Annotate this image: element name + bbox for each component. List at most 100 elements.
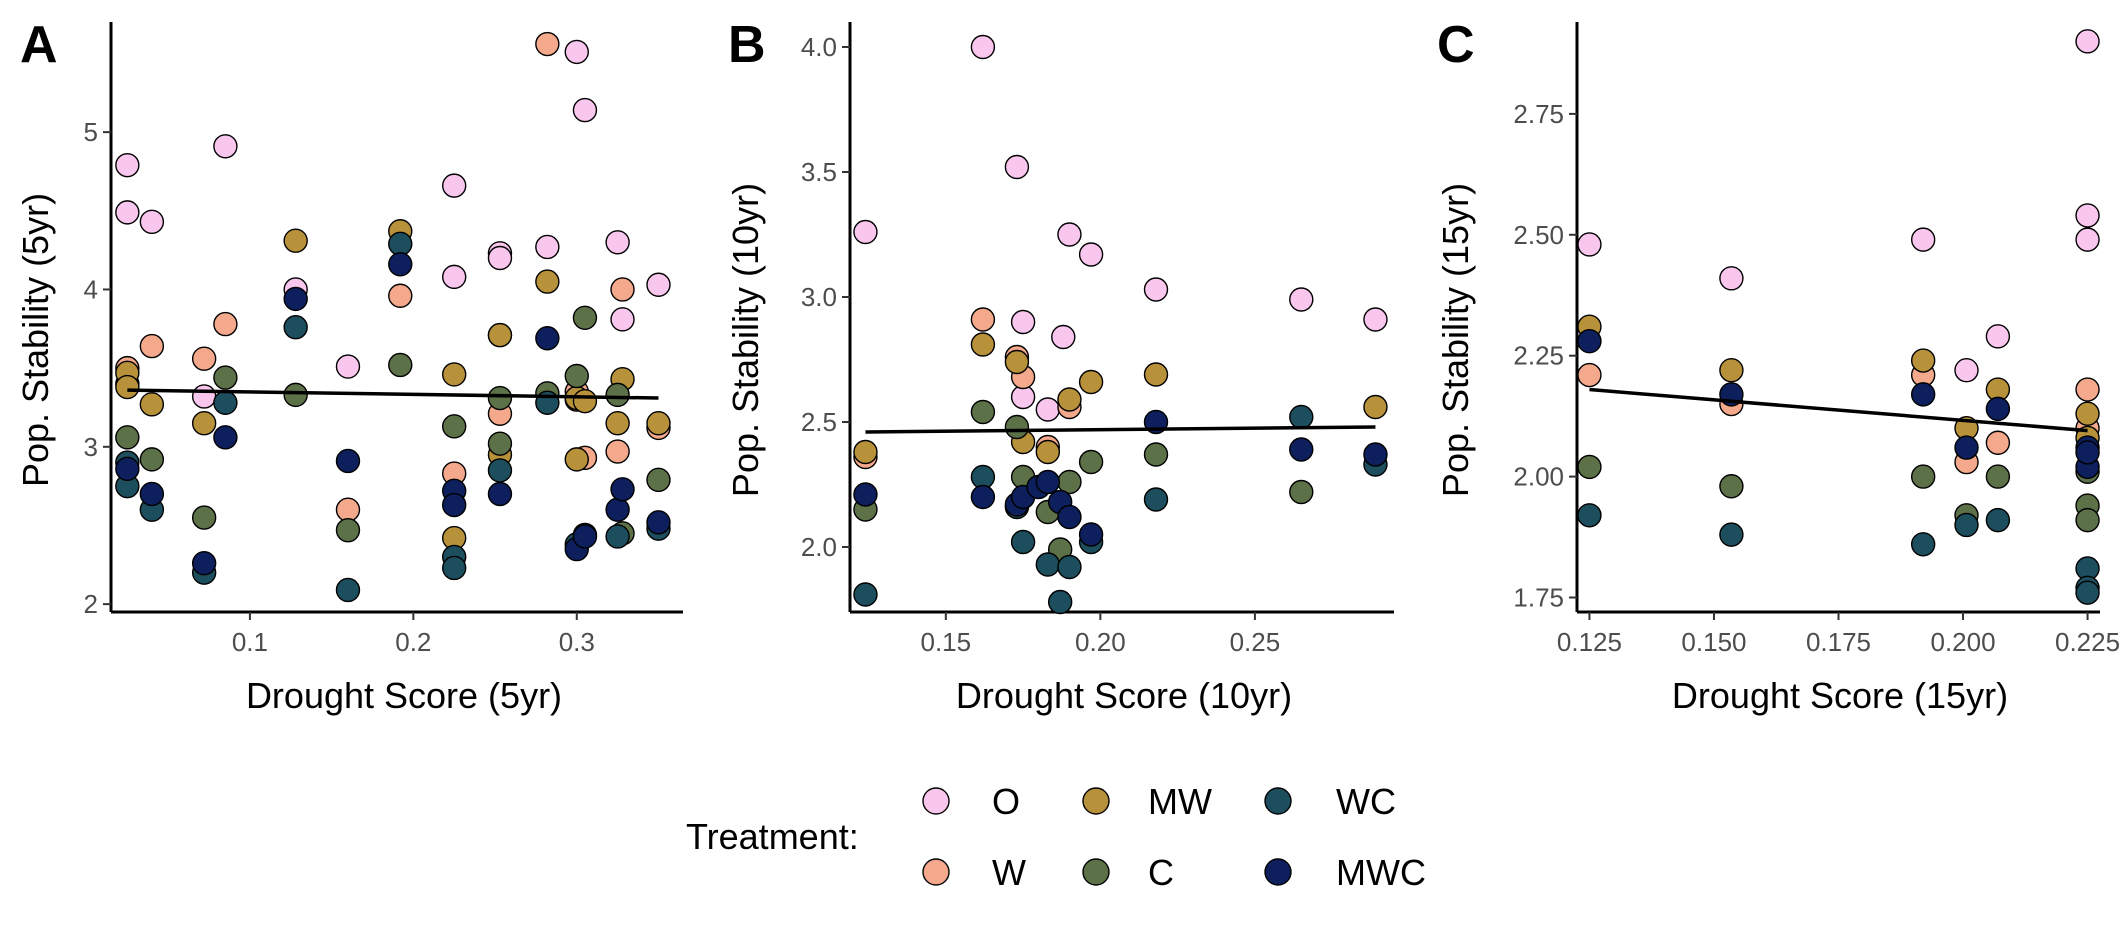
y-tick-label-c: 2.25 — [1513, 341, 1564, 371]
series-c-a — [115, 305, 671, 546]
data-point — [1577, 454, 1602, 480]
data-point — [442, 555, 467, 581]
data-point — [535, 31, 560, 57]
legend-item-mwc: MWC — [1264, 852, 1426, 893]
data-point — [572, 388, 598, 414]
x-tick-label-c: 0.125 — [1557, 627, 1622, 657]
y-axis-title-b: Pop. Stability (10yr) — [725, 183, 766, 497]
data-point — [1143, 442, 1169, 467]
panel-c: C Pop. Stability (15yr) Drought Score (1… — [1435, 16, 2120, 716]
data-point — [442, 362, 467, 387]
data-point — [487, 322, 513, 348]
data-point — [191, 551, 217, 576]
data-point — [388, 231, 413, 257]
data-point — [115, 200, 140, 225]
x-tick-label-c: 0.200 — [1930, 627, 1995, 657]
data-point — [853, 482, 878, 507]
y-tick-label-c: 2.50 — [1513, 220, 1564, 250]
data-point — [1577, 232, 1602, 257]
data-point — [970, 399, 996, 425]
data-point — [1143, 362, 1169, 387]
data-point — [1057, 222, 1082, 247]
data-point — [115, 152, 140, 178]
data-point — [970, 332, 996, 357]
data-point — [572, 305, 598, 330]
data-point — [213, 134, 238, 159]
data-point — [1719, 266, 1744, 291]
data-point — [1985, 396, 2011, 422]
data-point — [1577, 503, 1602, 528]
data-point — [1035, 439, 1061, 465]
data-point — [2075, 507, 2100, 533]
x-tick-label-a: 0.2 — [395, 627, 431, 657]
data-point — [1954, 435, 1979, 460]
data-point — [605, 382, 630, 408]
series-mwc-b — [853, 409, 1388, 547]
data-point — [1051, 324, 1076, 350]
data-point — [572, 524, 598, 549]
data-point — [487, 481, 513, 507]
x-axis-title-a: Drought Score (5yr) — [246, 675, 562, 716]
data-point — [442, 264, 467, 290]
data-point — [610, 277, 635, 302]
data-point — [487, 458, 513, 483]
y-tick-label-b: 3.5 — [801, 157, 837, 187]
legend-item-wc: WC — [1264, 781, 1396, 822]
x-tick-label-b: 0.20 — [1075, 627, 1126, 657]
data-point — [442, 492, 467, 518]
x-tick-label-a: 0.3 — [559, 627, 595, 657]
data-point — [1363, 307, 1388, 332]
legend-key-o — [922, 787, 950, 815]
y-tick-label-b: 3.0 — [801, 282, 837, 312]
data-point — [139, 392, 165, 417]
data-point — [970, 34, 996, 60]
data-point — [1985, 430, 2011, 455]
data-point — [1954, 512, 1979, 538]
data-point — [1577, 328, 1602, 354]
data-point — [1035, 552, 1061, 577]
data-point — [605, 497, 630, 522]
data-point — [1004, 154, 1030, 180]
legend-key-mw — [1082, 787, 1110, 815]
data-point — [335, 354, 361, 379]
x-axis-title-c: Drought Score (15yr) — [1672, 675, 2008, 716]
series-mwc-c — [1577, 328, 2100, 480]
panel-b: B Pop. Stability (10yr) Drought Score (1… — [725, 16, 1394, 716]
data-point — [487, 245, 513, 271]
series-mw-b — [853, 332, 1388, 465]
data-point — [1910, 382, 1936, 407]
legend-label-o: O — [992, 781, 1020, 822]
data-point — [535, 326, 560, 351]
data-point — [442, 173, 467, 198]
legend-label-mwc: MWC — [1336, 852, 1426, 893]
data-point — [2075, 227, 2100, 252]
data-point — [1910, 464, 1936, 489]
series-c-c — [1577, 454, 2100, 533]
data-point — [1078, 369, 1104, 395]
data-point — [1289, 479, 1314, 505]
data-point — [487, 431, 513, 456]
data-point — [1910, 348, 1936, 373]
data-point — [139, 481, 165, 507]
data-point — [283, 315, 308, 340]
legend-item-mw: MW — [1082, 781, 1212, 822]
legend-key-mwc — [1264, 858, 1292, 886]
panel-letter-a: A — [20, 16, 58, 74]
data-point — [191, 411, 217, 436]
y-tick-label-a: 5 — [84, 117, 98, 147]
series-mw-c — [1577, 314, 2100, 451]
data-point — [1010, 309, 1036, 335]
trend-line-b — [865, 425, 1376, 434]
data-point — [335, 577, 361, 603]
data-point — [1910, 227, 1936, 252]
data-point — [1719, 357, 1744, 383]
data-point — [139, 209, 165, 235]
data-point — [646, 467, 671, 493]
data-point — [1363, 442, 1388, 467]
data-point — [191, 505, 217, 530]
data-point — [1289, 437, 1314, 462]
data-point — [1004, 414, 1030, 440]
legend-key-wc — [1264, 787, 1292, 815]
data-point — [1719, 474, 1744, 499]
data-point — [646, 510, 671, 535]
